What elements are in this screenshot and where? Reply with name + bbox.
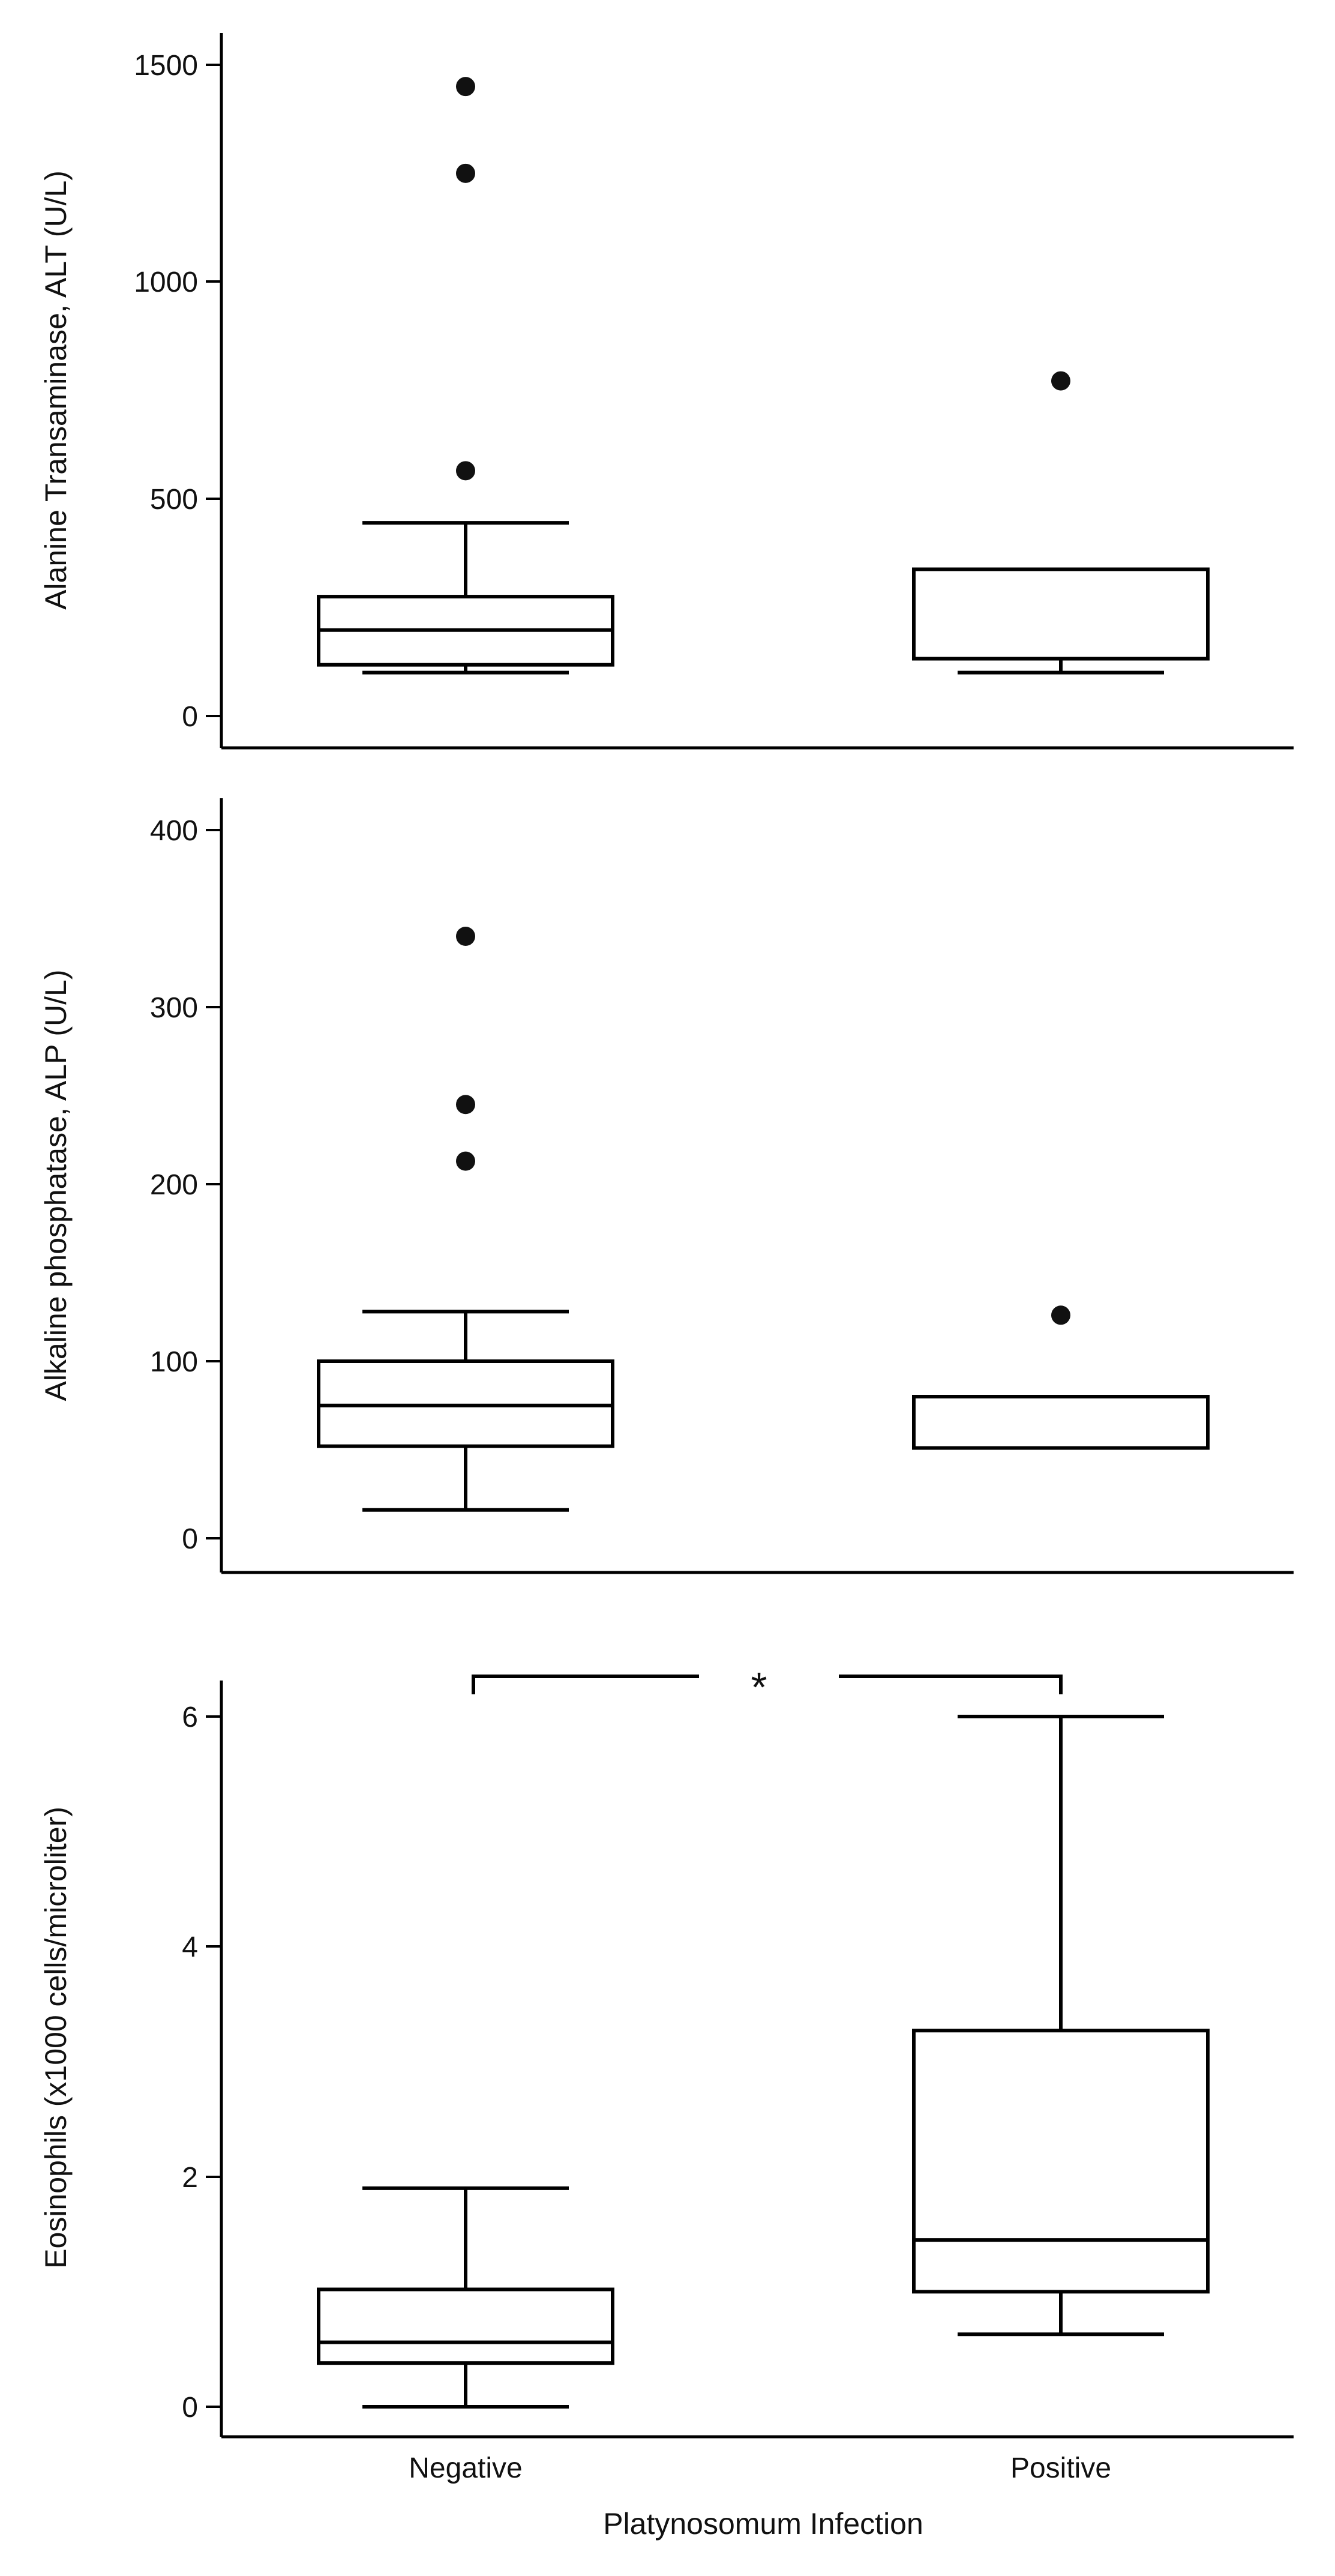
alp-negative-outlier-point bbox=[456, 1095, 475, 1115]
eos-y-axis: 0 2 4 6 bbox=[182, 1681, 1294, 2439]
alt-ytick-label: 0 bbox=[182, 701, 198, 733]
alp-positive-outlier-point bbox=[1051, 1305, 1070, 1325]
bracket-right-arm bbox=[839, 1675, 1063, 1694]
alt-y-axis-title: Alanine Transaminase, ALT (U/L) bbox=[39, 170, 73, 610]
alt-positive-outlier-point bbox=[1051, 371, 1070, 391]
alt-negative-outlier-point bbox=[456, 77, 475, 97]
alp-ytick-label: 300 bbox=[150, 992, 198, 1024]
significance-bracket: * bbox=[472, 1664, 1063, 1711]
significance-asterisk: * bbox=[751, 1664, 767, 1711]
alp-negative-outlier-point bbox=[456, 927, 475, 946]
alp-y-axis: 0 100 200 300 400 bbox=[150, 798, 1294, 1574]
x-axis-title: Platynosomum Infection bbox=[603, 2507, 923, 2541]
alp-positive-box bbox=[912, 1395, 1210, 1450]
eos-y-axis-title: Eosinophils (x1000 cells/microliter) bbox=[39, 1807, 73, 2269]
panel-alp: Alkaline phosphatase, ALP (U/L) 0 100 20… bbox=[39, 798, 1294, 1574]
xtick-label-positive: Positive bbox=[1010, 2452, 1111, 2484]
alp-negative-outlier-point bbox=[456, 1151, 475, 1171]
alp-ytick-label: 100 bbox=[150, 1346, 198, 1378]
bracket-left-arm bbox=[472, 1675, 699, 1694]
panel-eosinophils: Eosinophils (x1000 cells/microliter) 0 2… bbox=[39, 1664, 1294, 2541]
alp-ytick-label: 0 bbox=[182, 1523, 198, 1555]
alt-ytick-label: 1500 bbox=[134, 50, 198, 82]
eos-ytick-label: 6 bbox=[182, 1702, 198, 1733]
alp-boxes bbox=[317, 927, 1210, 1512]
eos-negative-box bbox=[317, 2287, 614, 2365]
eos-ytick-label: 4 bbox=[182, 1931, 198, 1963]
alp-ytick-label: 200 bbox=[150, 1169, 198, 1201]
alp-y-axis-title: Alkaline phosphatase, ALP (U/L) bbox=[39, 970, 73, 1401]
xtick-label-negative: Negative bbox=[409, 2452, 522, 2484]
alt-negative-outlier-point bbox=[456, 163, 475, 183]
alt-boxes bbox=[317, 77, 1210, 675]
alt-y-axis: 0 500 1000 1500 bbox=[134, 33, 1294, 750]
alt-positive-box bbox=[912, 567, 1210, 661]
alt-ytick-label: 500 bbox=[150, 484, 198, 516]
alt-negative-outlier-point bbox=[456, 461, 475, 481]
panel-alt: Alanine Transaminase, ALT (U/L) 0 500 10… bbox=[39, 33, 1294, 750]
eos-ytick-label: 0 bbox=[182, 2392, 198, 2424]
alp-ytick-label: 400 bbox=[150, 815, 198, 847]
alt-ytick-label: 1000 bbox=[134, 266, 198, 298]
eos-boxes bbox=[317, 1715, 1210, 2409]
eos-ytick-label: 2 bbox=[182, 2162, 198, 2194]
eos-positive-box bbox=[912, 2029, 1210, 2294]
